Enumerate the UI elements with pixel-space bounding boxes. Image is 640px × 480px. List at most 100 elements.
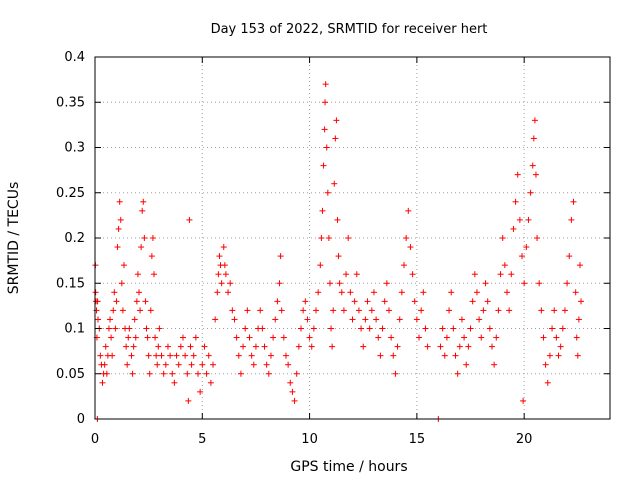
y-tick-label: 0.15 [56,276,85,291]
data-point [237,370,244,377]
data-point [304,316,311,323]
data-point [222,271,229,278]
data-point [467,325,474,332]
x-tick-label: 10 [301,432,318,447]
data-point [315,289,322,296]
data-point [362,316,369,323]
data-point [540,334,547,341]
data-point [520,397,527,404]
data-point [148,253,155,260]
data-point [101,361,108,368]
data-point [532,171,539,178]
data-point [154,361,161,368]
data-point [282,352,289,359]
data-point [97,352,104,359]
data-point [497,271,504,278]
data-point [403,235,410,241]
data-point [125,334,132,341]
data-point [370,289,377,296]
data-point [530,135,537,142]
data-point [343,271,350,278]
data-point [557,343,564,350]
data-point [153,352,160,359]
data-point [536,280,543,287]
data-point [508,271,515,278]
data-point [190,352,197,359]
data-point [109,352,116,359]
data-point [92,289,99,296]
data-point [542,361,549,368]
data-point [221,262,228,269]
data-point [93,307,100,314]
data-point [152,334,159,341]
data-point [235,352,242,359]
data-point [335,253,342,260]
data-point [129,370,136,377]
data-point [504,289,510,296]
data-point [141,235,148,241]
data-point [413,316,420,323]
x-tick-label: 5 [198,432,206,447]
data-point [338,289,345,296]
data-point [448,289,455,296]
data-point [441,352,448,359]
data-point [331,180,338,187]
data-point [345,235,352,241]
data-point [110,307,117,314]
data-point [360,343,367,350]
data-point [160,370,167,377]
data-point [568,216,575,223]
data-point [185,397,192,404]
data-point [456,343,463,350]
data-point [473,289,480,296]
data-point [134,271,141,278]
data-point [225,289,232,296]
data-point [310,325,317,332]
data-point [461,334,468,341]
data-point [529,162,536,169]
data-point [113,298,120,305]
data-point [158,352,165,359]
data-point [351,298,358,305]
data-point [454,370,461,377]
data-point [214,289,221,296]
axis-ticks: 0 0.05 0.1 0.15 0.2 0.25 0.3 0.35 0.4 0 5 10 15 20 [56,50,610,447]
data-point [347,289,354,296]
data-point [394,343,401,350]
data-point [261,343,268,350]
data-point [274,298,281,305]
data-point [278,307,285,314]
data-point [450,325,457,332]
data-point [201,343,208,350]
data-point [246,334,253,341]
data-point [177,343,184,350]
y-tick-label: 0.35 [56,95,85,110]
data-point [111,289,118,296]
data-point [218,280,225,287]
y-tick-label: 0.2 [64,231,85,246]
data-point [570,198,577,205]
data-point [179,334,186,341]
data-point [495,307,502,314]
data-point [257,307,264,314]
grid-lines [95,57,610,419]
data-point [244,307,251,314]
data-point [411,298,418,305]
data-point [437,343,444,350]
data-point [407,244,414,251]
data-point [325,235,332,241]
data-point [469,298,476,305]
data-point [326,280,333,287]
data-point [329,343,336,350]
data-point [123,343,130,350]
data-point [135,289,142,296]
data-point [306,334,313,341]
data-point [538,307,545,314]
data-point [99,379,106,386]
data-point [295,343,302,350]
data-point [340,307,347,314]
data-point [566,253,573,260]
data-point [187,343,194,350]
data-point [422,325,429,332]
data-point [322,99,329,106]
